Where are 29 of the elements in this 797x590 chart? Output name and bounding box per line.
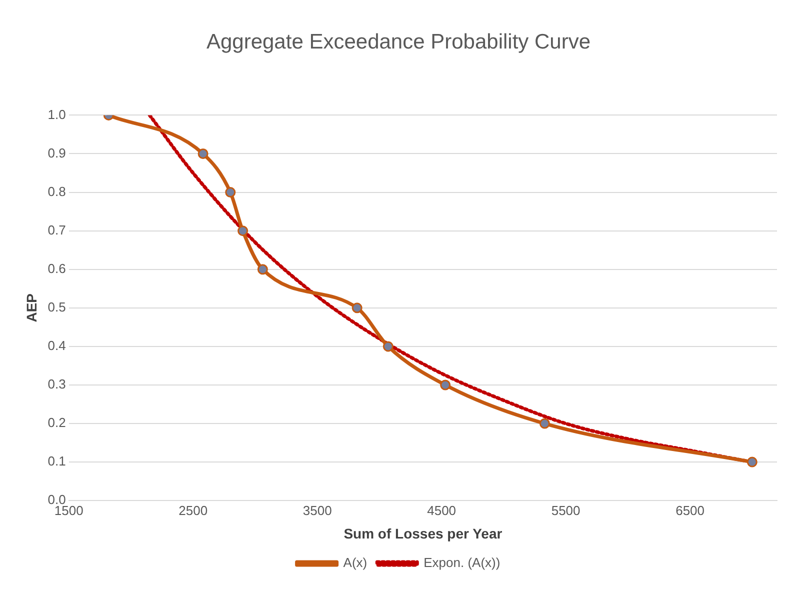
chart-title: Aggregate Exceedance Probability Curve	[206, 30, 591, 54]
x-tick-label: 3500	[302, 502, 332, 518]
y-tick-label: 0.8	[48, 184, 66, 199]
legend-label: A(x)	[343, 555, 368, 570]
x-tick-label: 5500	[551, 502, 580, 518]
y-tick-label: 0.2	[48, 415, 66, 430]
y-tick-label: 0.3	[48, 376, 66, 392]
x-tick-label: 4500	[427, 502, 456, 518]
point	[257, 264, 268, 275]
y-tick-label: 0.9	[48, 145, 66, 160]
point	[440, 380, 451, 390]
y-tick-label: 0.4	[48, 338, 66, 354]
point	[225, 187, 236, 198]
point	[238, 226, 248, 236]
legend-label: Expon. (A(x))	[424, 555, 500, 570]
point	[382, 341, 394, 352]
y-tick-label: 0.7	[48, 222, 66, 238]
point	[539, 418, 550, 429]
y-tick-label: 0.1	[48, 454, 66, 469]
y-tick-label: 0.5	[48, 299, 66, 314]
point	[352, 302, 362, 314]
point	[198, 148, 208, 159]
y-tick-label: 1.0	[48, 106, 66, 122]
x-tick-label: 2500	[178, 502, 208, 518]
x-tick-label: 6500	[676, 502, 704, 518]
y-axis-title: AEP	[23, 294, 40, 322]
x-axis-title: Sum of Losses per Year	[344, 525, 503, 542]
point	[746, 456, 758, 468]
y-tick-label: 0.6	[48, 260, 66, 276]
